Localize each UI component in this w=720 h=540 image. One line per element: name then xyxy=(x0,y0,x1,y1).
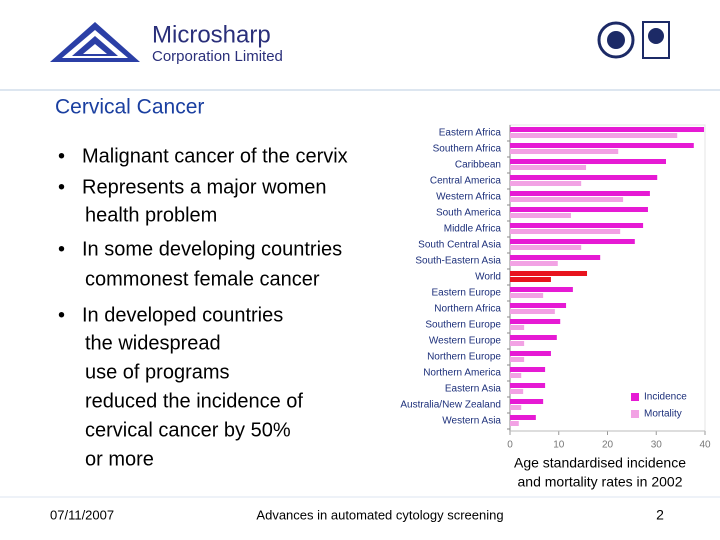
bar xyxy=(510,303,567,308)
x-tick-label: 30 xyxy=(651,440,663,451)
footer-date: 07/11/2007 xyxy=(50,507,114,522)
bar xyxy=(510,149,619,154)
bar xyxy=(510,293,544,298)
bar xyxy=(510,255,601,260)
bullet-marker: • xyxy=(58,176,65,198)
bar xyxy=(510,309,555,314)
bullet-text: commonest female cancer xyxy=(85,268,320,290)
bar xyxy=(510,399,544,404)
legend-label: Mortality xyxy=(644,409,682,420)
y-tick-label: World xyxy=(475,272,501,283)
y-tick-label: Australia/New Zealand xyxy=(400,400,501,411)
y-tick-label: South Central Asia xyxy=(418,240,501,251)
bullet-text: Malignant cancer of the cervix xyxy=(82,145,348,167)
slide-title: Cervical Cancer xyxy=(55,96,204,119)
bar xyxy=(510,229,621,234)
bar xyxy=(510,175,658,180)
bar xyxy=(510,127,705,132)
bullet-text: cervical cancer by 50% xyxy=(85,419,291,441)
y-tick-label: South-Eastern Asia xyxy=(415,256,501,267)
logo xyxy=(50,22,140,62)
y-tick-label: Central America xyxy=(430,176,502,187)
bar xyxy=(510,261,558,266)
y-tick-label: Western Africa xyxy=(436,192,501,203)
bar xyxy=(510,383,546,388)
caption: and mortality rates in 2002 xyxy=(518,474,683,490)
y-tick-label: Middle Africa xyxy=(444,224,502,235)
x-tick-label: 40 xyxy=(699,440,711,451)
bullet-text: or more xyxy=(85,448,154,470)
bullet-marker: • xyxy=(58,238,65,260)
bar xyxy=(510,133,678,138)
bar xyxy=(510,325,525,330)
bar xyxy=(510,245,582,250)
bar xyxy=(510,197,624,202)
y-tick-label: Eastern Africa xyxy=(439,128,502,139)
x-tick-label: 10 xyxy=(553,440,565,451)
bullet-marker: • xyxy=(58,145,65,167)
bullet-text: use of programs xyxy=(85,361,230,383)
footer-text: Advances in automated cytology screening xyxy=(256,507,503,522)
bar xyxy=(510,373,522,378)
bar xyxy=(510,207,648,212)
bar xyxy=(510,159,666,164)
bar xyxy=(510,351,551,356)
y-tick-label: Eastern Asia xyxy=(445,384,502,395)
company-subtitle: Corporation Limited xyxy=(152,48,283,65)
bullet-list: • Malignant cancer of the cervix • Represen… xyxy=(58,145,348,470)
certification-logos xyxy=(597,21,670,59)
bar xyxy=(510,405,522,410)
bar xyxy=(510,341,525,346)
bar xyxy=(510,357,525,362)
bar xyxy=(510,239,635,244)
page-number: 2 xyxy=(656,507,664,523)
chart: 0 10 20 30 40 Eastern Africa Southern Africa Ca… xyxy=(400,124,711,451)
legend-label: Incidence xyxy=(644,392,687,403)
bar xyxy=(510,143,694,148)
y-tick-label: South America xyxy=(436,208,501,219)
bar xyxy=(510,223,644,228)
bullet-text: health problem xyxy=(85,204,217,226)
bar xyxy=(510,415,536,420)
y-tick-label: Caribbean xyxy=(455,160,501,171)
bar xyxy=(510,287,573,292)
company-name: Microsharp xyxy=(152,21,271,48)
y-tick-label: Southern Africa xyxy=(433,144,502,155)
bar xyxy=(510,421,519,426)
bar xyxy=(510,181,582,186)
bullet-text: In some developing countries xyxy=(82,238,342,260)
y-tick-label: Northern America xyxy=(423,368,501,379)
legend-swatch xyxy=(631,410,639,418)
bar xyxy=(510,389,524,394)
bullet-text: reduced the incidence of xyxy=(85,390,303,412)
bar xyxy=(510,367,546,372)
caption: Age standardised incidence xyxy=(514,455,686,471)
bar xyxy=(510,271,588,276)
y-tick-label: Western Asia xyxy=(442,416,501,427)
bullet-text: Represents a major women xyxy=(82,176,327,198)
bullet-marker: • xyxy=(58,304,65,326)
bar xyxy=(510,335,557,340)
x-tick-label: 0 xyxy=(507,440,513,451)
y-tick-label: Southern Europe xyxy=(425,320,501,331)
bar xyxy=(510,191,650,196)
y-tick-label: Eastern Europe xyxy=(432,288,502,299)
bar xyxy=(510,319,561,324)
bullet-text: the widespread xyxy=(85,332,221,354)
bar xyxy=(510,165,587,170)
y-tick-label: Western Europe xyxy=(429,336,502,347)
bar xyxy=(510,213,571,218)
x-tick-label: 20 xyxy=(602,440,614,451)
bullet-text: In developed countries xyxy=(82,304,283,326)
legend-box xyxy=(627,385,703,425)
bar xyxy=(510,277,551,282)
y-tick-label: Northern Africa xyxy=(434,304,501,315)
legend-swatch xyxy=(631,393,639,401)
y-tick-label: Northern Europe xyxy=(427,352,501,363)
